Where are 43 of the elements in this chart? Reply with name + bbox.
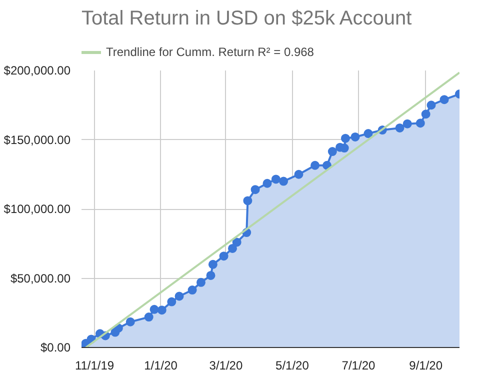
point xyxy=(350,132,360,142)
point xyxy=(196,278,206,287)
point xyxy=(402,119,412,128)
point xyxy=(126,317,135,326)
point xyxy=(310,160,320,170)
y-tick-label: $150,000.00 xyxy=(4,132,71,147)
x-tick-label: 1/1/20 xyxy=(144,358,178,372)
point xyxy=(426,100,436,110)
y-tick-label: $0.00 xyxy=(40,340,71,354)
chart-title: Total Return in USD on $25k Account xyxy=(82,8,412,30)
point xyxy=(144,312,154,322)
y-tick-label: $100,000.00 xyxy=(4,202,71,216)
point xyxy=(416,118,425,128)
point xyxy=(208,260,218,269)
y-tick-label: $50,000.00 xyxy=(10,271,71,286)
point xyxy=(262,178,272,188)
point xyxy=(294,170,304,179)
x-tick-label: 7/1/20 xyxy=(342,358,376,372)
point xyxy=(395,123,404,132)
point xyxy=(340,134,350,143)
point xyxy=(271,174,280,184)
point xyxy=(421,110,430,119)
x-tick-label: 11/1/19 xyxy=(74,358,114,372)
x-tick-label: 3/1/20 xyxy=(209,358,243,372)
point xyxy=(228,244,237,253)
point xyxy=(364,129,373,138)
x-tick-label: 9/1/20 xyxy=(409,358,443,372)
x-tick-label: 5/1/20 xyxy=(276,358,310,372)
point xyxy=(243,196,252,206)
point xyxy=(440,95,449,104)
legend-label: Trendline for Cumm. Return R² = 0.968 xyxy=(106,45,314,59)
point xyxy=(150,304,159,314)
point xyxy=(328,147,337,156)
y-tick-label: $200,000.00 xyxy=(4,64,71,78)
point xyxy=(232,238,242,247)
point xyxy=(188,286,197,295)
point xyxy=(250,185,260,194)
point xyxy=(167,297,176,306)
point xyxy=(157,306,166,315)
point xyxy=(219,252,228,261)
point xyxy=(174,292,184,301)
point xyxy=(206,270,216,280)
point xyxy=(279,176,288,186)
